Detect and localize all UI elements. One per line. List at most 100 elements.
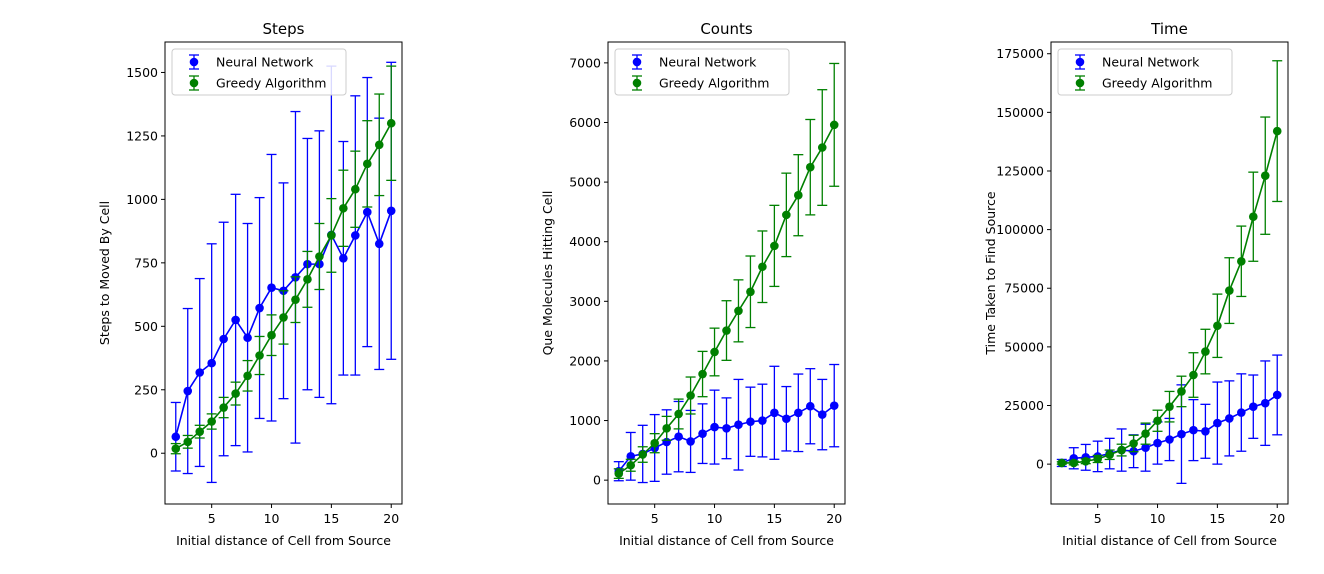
plot-area bbox=[1056, 60, 1283, 485]
data-point bbox=[315, 252, 324, 261]
data-point bbox=[386, 206, 396, 216]
legend-entry: Neural Network bbox=[189, 54, 314, 70]
x-tick-label: 20 bbox=[1269, 511, 1285, 526]
data-point bbox=[758, 416, 767, 425]
data-point bbox=[1105, 450, 1114, 460]
data-point bbox=[686, 391, 695, 400]
legend-marker bbox=[632, 57, 642, 67]
data-point bbox=[195, 368, 205, 377]
data-point bbox=[1117, 445, 1126, 455]
legend-entry: Neural Network bbox=[1075, 54, 1200, 70]
data-point bbox=[219, 334, 228, 344]
x-tick-label: 15 bbox=[1209, 511, 1225, 526]
y-tick-label: 7000 bbox=[569, 55, 601, 70]
y-axis-label: Time Taken to Find Source bbox=[983, 191, 998, 356]
x-tick-label: 10 bbox=[264, 511, 280, 526]
data-point bbox=[1237, 256, 1246, 266]
data-point bbox=[626, 460, 636, 470]
data-point bbox=[794, 190, 803, 200]
data-point bbox=[207, 417, 216, 426]
legend-marker bbox=[1075, 78, 1085, 88]
data-point bbox=[638, 450, 648, 459]
y-tick-label: 50000 bbox=[1004, 339, 1044, 354]
data-point bbox=[650, 438, 659, 448]
legend-entry: Greedy Algorithm bbox=[1075, 75, 1212, 91]
y-tick-label: 0 bbox=[593, 473, 601, 488]
y-tick-label: 3000 bbox=[569, 294, 601, 309]
legend-label: Neural Network bbox=[1102, 55, 1200, 70]
y-tick-label: 125000 bbox=[996, 163, 1044, 178]
data-point bbox=[1260, 171, 1270, 180]
chart-title: Steps bbox=[263, 20, 305, 38]
data-point bbox=[1248, 402, 1258, 411]
axes-frame bbox=[1050, 41, 1289, 505]
data-point bbox=[386, 118, 396, 128]
y-tick-label: 5000 bbox=[569, 175, 601, 190]
x-tick-label: 5 bbox=[651, 511, 659, 526]
data-point bbox=[1272, 126, 1282, 136]
x-axis-label: Initial distance of Cell from Source bbox=[176, 533, 391, 548]
data-point bbox=[1201, 347, 1210, 356]
x-tick-label: 20 bbox=[826, 511, 842, 526]
x-tick-label: 15 bbox=[323, 511, 339, 526]
data-point bbox=[758, 262, 767, 272]
data-point bbox=[1165, 402, 1174, 411]
data-point bbox=[362, 159, 372, 169]
y-axis-label: Steps to Moved By Cell bbox=[97, 201, 112, 345]
data-point bbox=[291, 295, 300, 304]
y-tick-label: 25000 bbox=[1004, 398, 1044, 413]
data-point bbox=[770, 408, 779, 418]
y-tick-label: 4000 bbox=[569, 234, 601, 249]
legend: Neural Network Greedy Algorithm bbox=[1057, 48, 1233, 96]
data-point bbox=[1225, 414, 1234, 423]
data-point bbox=[255, 351, 264, 360]
data-point bbox=[722, 423, 731, 433]
data-point bbox=[267, 283, 276, 293]
data-point bbox=[1165, 435, 1174, 444]
data-point bbox=[614, 469, 624, 478]
data-point bbox=[1189, 370, 1198, 380]
y-tick-label: 0 bbox=[1036, 457, 1044, 472]
y-tick-label: 250 bbox=[134, 382, 158, 397]
data-point bbox=[1153, 416, 1162, 426]
data-point bbox=[805, 401, 815, 411]
legend-marker bbox=[189, 78, 199, 88]
chart-title: Time bbox=[1150, 20, 1188, 38]
series-greedy-algorithm bbox=[613, 62, 840, 480]
axes-frame bbox=[607, 41, 846, 505]
legend-entry: Greedy Algorithm bbox=[189, 75, 326, 91]
legend-label: Greedy Algorithm bbox=[659, 76, 769, 91]
data-point bbox=[255, 303, 264, 313]
data-point bbox=[1093, 454, 1102, 464]
series-greedy-algorithm bbox=[170, 65, 397, 455]
legend-label: Greedy Algorithm bbox=[216, 76, 326, 91]
data-point bbox=[219, 403, 228, 412]
chart-1: Steps Initial distance of Cell from Sourc… bbox=[97, 20, 403, 548]
data-point bbox=[339, 253, 348, 263]
data-point bbox=[195, 427, 205, 436]
x-tick-label: 10 bbox=[1150, 511, 1166, 526]
data-point bbox=[279, 313, 288, 322]
data-point bbox=[207, 358, 216, 368]
chart-2: Counts Initial distance of Cell from Sour… bbox=[540, 20, 846, 548]
y-tick-label: 0 bbox=[150, 446, 158, 461]
data-point bbox=[1260, 398, 1270, 408]
legend-marker bbox=[632, 78, 642, 88]
y-tick-label: 2000 bbox=[569, 353, 601, 368]
legend-box bbox=[614, 48, 790, 96]
data-point bbox=[817, 410, 827, 419]
data-point bbox=[171, 432, 181, 442]
legend-marker bbox=[189, 57, 199, 67]
data-point bbox=[734, 306, 743, 316]
y-tick-label: 1500 bbox=[126, 65, 158, 80]
data-point bbox=[171, 444, 181, 453]
x-tick-label: 5 bbox=[1094, 511, 1102, 526]
data-point bbox=[794, 408, 803, 418]
data-point bbox=[362, 207, 372, 217]
x-axis-label: Initial distance of Cell from Source bbox=[1062, 533, 1277, 548]
y-tick-label: 750 bbox=[134, 255, 158, 270]
legend-entry: Neural Network bbox=[632, 54, 757, 70]
y-tick-label: 100000 bbox=[996, 222, 1044, 237]
data-point bbox=[351, 184, 360, 194]
